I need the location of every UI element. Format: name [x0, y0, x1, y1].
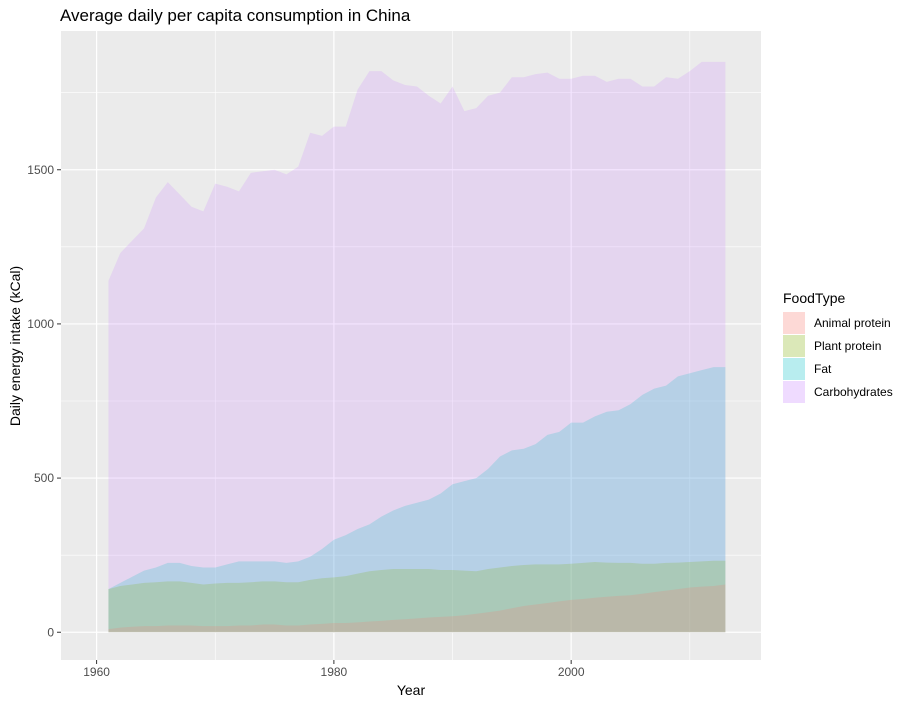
x-tick-label: 1960 — [83, 665, 110, 679]
legend-key-bg — [783, 381, 805, 403]
y-axis: 0 500 1000 1500 — [27, 163, 61, 639]
x-tick-label: 2000 — [558, 665, 585, 679]
x-axis: 1960 1980 2000 — [83, 660, 585, 679]
area-plant-protein — [108, 560, 726, 633]
area-layers — [108, 61, 726, 633]
chart-title: Average daily per capita consumption in … — [60, 6, 411, 25]
y-tick-label: 500 — [34, 471, 54, 485]
legend-key-bg — [783, 312, 805, 334]
legend-label: Animal protein — [814, 316, 891, 330]
area-fat — [108, 367, 726, 633]
legend-key-bg — [783, 358, 805, 380]
legend-swatch — [783, 381, 805, 403]
y-axis-title: Daily energy intake (kCal) — [7, 266, 23, 426]
x-tick-label: 1980 — [321, 665, 348, 679]
legend: FoodType Animal protein Plant protein Fat Ca… — [783, 290, 893, 403]
legend-title: FoodType — [783, 290, 845, 306]
legend-swatch — [783, 358, 805, 380]
legend-swatch — [783, 312, 805, 334]
y-tick-label: 1000 — [27, 317, 54, 331]
x-axis-title: Year — [397, 682, 426, 698]
y-tick-label: 0 — [47, 625, 54, 639]
legend-swatch — [783, 335, 805, 357]
y-tick-label: 1500 — [27, 163, 54, 177]
legend-label: Fat — [814, 362, 832, 376]
area-animal-protein — [108, 584, 726, 633]
legend-label: Carbohydrates — [814, 385, 893, 399]
grid-lines — [61, 31, 761, 660]
area-carbohydrates — [108, 61, 726, 633]
legend-label: Plant protein — [814, 339, 881, 353]
legend-key-bg — [783, 335, 805, 357]
